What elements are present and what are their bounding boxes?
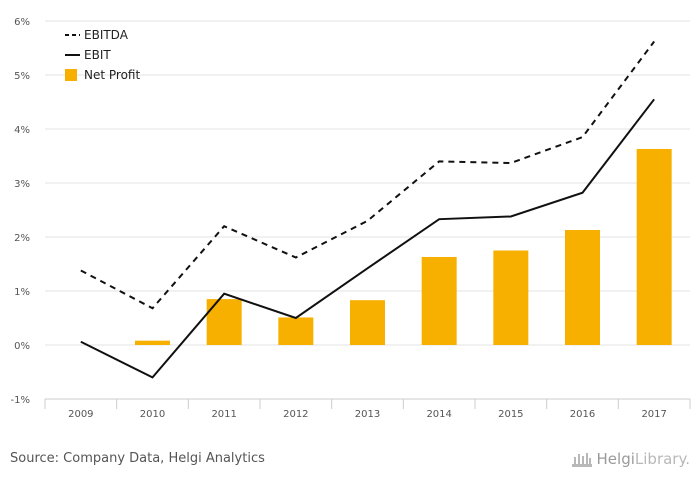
y-tick-label: 0% [14, 341, 30, 352]
y-tick-label: 5% [14, 71, 30, 82]
x-tick-label: 2010 [140, 409, 165, 420]
net-profit-bars [135, 148, 672, 346]
net-profit-bar[interactable] [278, 317, 314, 345]
x-tick-label: 2013 [355, 409, 380, 420]
brand-name: Helgi [596, 450, 635, 468]
net-profit-bar[interactable] [493, 250, 529, 346]
y-tick-label: 4% [14, 125, 30, 136]
x-tick-label: 2014 [426, 409, 451, 420]
line-series [80, 40, 655, 379]
y-tick-label: 1% [14, 287, 30, 298]
y-axis-ticks: 6% 5% 4% 3% 2% 1% 0% -1% [11, 17, 30, 406]
net-profit-bar[interactable] [421, 256, 457, 345]
y-tick-label: 2% [14, 233, 30, 244]
ebit-line[interactable] [80, 98, 655, 379]
x-tick-label: 2011 [211, 409, 236, 420]
x-tick-label: 2009 [68, 409, 93, 420]
x-tick-label: 2016 [570, 409, 595, 420]
y-tick-label: 3% [14, 179, 30, 190]
x-tick-label: 2017 [641, 409, 666, 420]
legend-symbol [65, 69, 77, 81]
ebitda-line[interactable] [80, 40, 655, 310]
net-profit-bar[interactable] [135, 340, 170, 345]
x-axis: 2009 2010 2011 2012 2013 2014 2015 2016 2017 [44, 398, 691, 420]
brand-logo[interactable]: HelgiLibrary. [571, 450, 690, 468]
x-tick-label: 2015 [498, 409, 523, 420]
net-profit-bar[interactable] [565, 229, 600, 345]
legend-label[interactable]: EBITDA [84, 28, 129, 42]
chart: 6%5%4%3%2%1%0%-1% 2009 2010 2011 2012 2013 20… [11, 17, 691, 420]
brand-dot: . [685, 450, 690, 468]
y-tick-label: -1% [11, 395, 30, 406]
library-icon [571, 453, 592, 467]
legend: EBITDA EBIT Net Profit [65, 28, 140, 82]
net-profit-bar[interactable] [206, 299, 242, 345]
y-tick-label: 6% [14, 17, 30, 28]
x-tick-label: 2012 [283, 409, 308, 420]
source-note: Source: Company Data, Helgi Analytics [10, 451, 265, 466]
net-profit-bar[interactable] [350, 300, 385, 345]
net-profit-bar[interactable] [636, 148, 672, 345]
brand-text: HelgiLibrary. [597, 450, 690, 468]
legend-label[interactable]: Net Profit [84, 68, 140, 82]
footer: Source: Company Data, Helgi Analytics He… [0, 440, 700, 483]
brand-suffix: Library [634, 450, 686, 468]
legend-label[interactable]: EBIT [84, 48, 111, 62]
